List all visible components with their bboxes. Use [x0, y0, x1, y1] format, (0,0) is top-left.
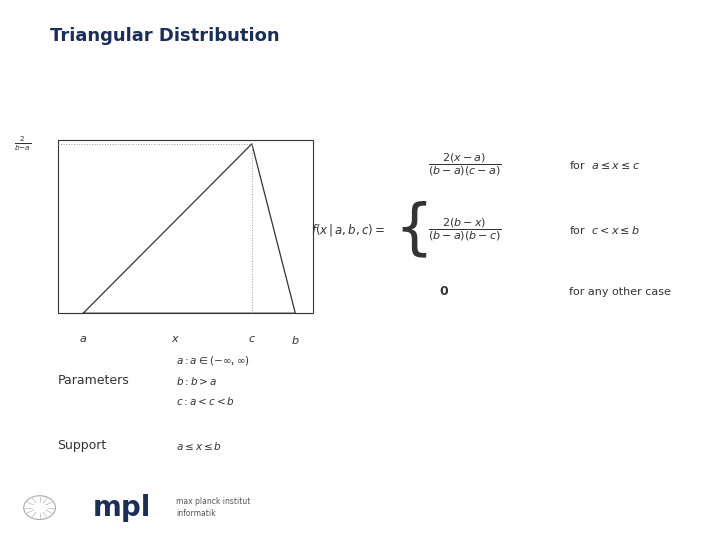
Text: $\dfrac{2(b-x)}{(b-a)(b-c)}$: $\dfrac{2(b-x)}{(b-a)(b-c)}$	[428, 216, 502, 243]
Text: Triangular Distribution: Triangular Distribution	[50, 27, 280, 45]
Text: mpl: mpl	[93, 494, 152, 522]
Text: for  $a \leq x \leq c$: for $a \leq x \leq c$	[569, 159, 640, 171]
Text: Parameters: Parameters	[58, 374, 130, 387]
Text: $f(x\,|\,a,b,c) =$: $f(x\,|\,a,b,c) =$	[311, 221, 385, 238]
Text: Support: Support	[58, 439, 107, 452]
Text: $\mathbf{0}$: $\mathbf{0}$	[439, 285, 449, 298]
Text: for any other case: for any other case	[569, 287, 670, 296]
Text: {: {	[395, 200, 433, 259]
Text: $b: b > a$: $b: b > a$	[176, 375, 217, 387]
Text: for  $c < x \leq b$: for $c < x \leq b$	[569, 224, 639, 235]
Text: $c: a < c < b$: $c: a < c < b$	[176, 395, 235, 407]
Bar	[58, 140, 313, 313]
Text: max planck institut
informatik: max planck institut informatik	[176, 497, 251, 518]
Text: $a \leq x \leq b$: $a \leq x \leq b$	[176, 440, 222, 451]
Text: $b$: $b$	[291, 334, 300, 346]
Text: $\frac{2}{b{-}a}$: $\frac{2}{b{-}a}$	[14, 134, 32, 153]
Text: $c$: $c$	[248, 334, 256, 344]
Text: $a$: $a$	[79, 334, 87, 344]
Text: $x$: $x$	[171, 334, 180, 344]
Text: $\dfrac{2(x-a)}{(b-a)(c-a)}$: $\dfrac{2(x-a)}{(b-a)(c-a)}$	[428, 151, 502, 178]
Text: $a: a \in (-\infty, \infty)$: $a: a \in (-\infty, \infty)$	[176, 354, 250, 367]
